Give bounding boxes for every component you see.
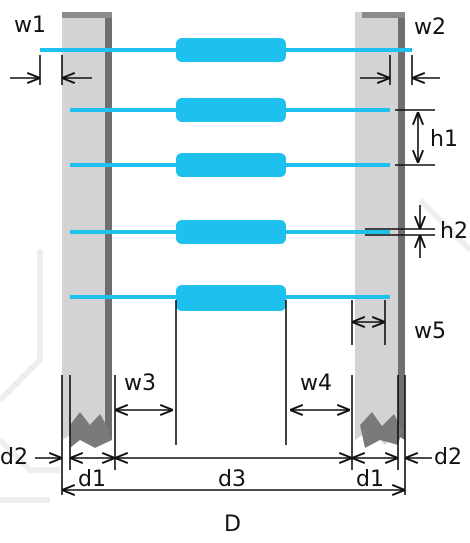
label-d1-left: d1	[78, 467, 106, 492]
label-d2-left: d2	[0, 445, 28, 470]
dimension-lines	[10, 55, 440, 495]
label-w2: w2	[414, 15, 446, 40]
left-electrode	[62, 12, 112, 448]
label-w5: w5	[414, 319, 446, 344]
label-w1: w1	[14, 13, 46, 38]
wires	[40, 38, 412, 311]
label-D: D	[224, 512, 241, 537]
label-w3: w3	[124, 371, 156, 396]
label-w4: w4	[300, 371, 332, 396]
label-h2: h2	[440, 219, 468, 244]
label-d3: d3	[218, 467, 246, 492]
background-traces	[0, 197, 470, 503]
label-d1-right: d1	[356, 467, 384, 492]
label-h1: h1	[430, 127, 458, 152]
label-d2-right: d2	[434, 445, 462, 470]
